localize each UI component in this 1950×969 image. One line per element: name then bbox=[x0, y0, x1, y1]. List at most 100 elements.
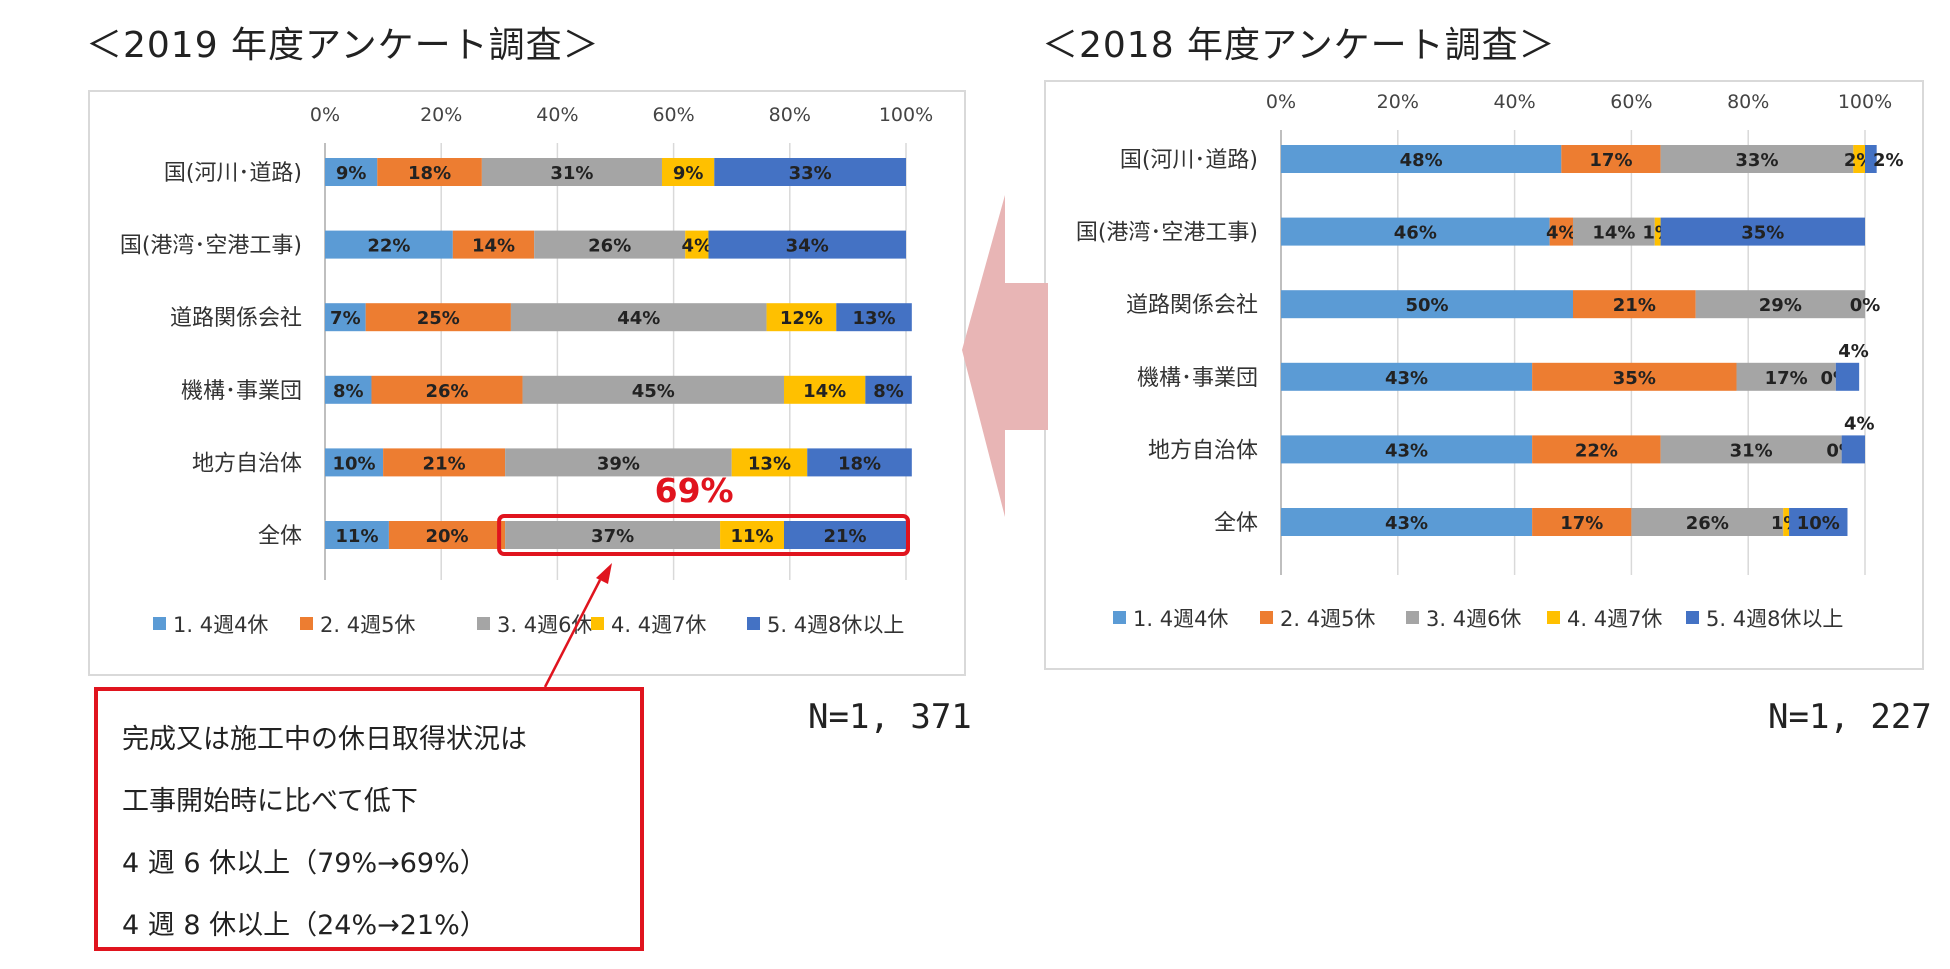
data-label: 45% bbox=[632, 381, 675, 402]
bar-segment bbox=[1281, 508, 1533, 536]
data-label: 4% bbox=[682, 236, 713, 257]
bar-segment bbox=[1532, 362, 1737, 391]
bar-segment bbox=[766, 303, 837, 332]
data-label: 50% bbox=[1405, 295, 1448, 316]
category-label: 機構･事業団 bbox=[1137, 366, 1258, 391]
bar-segment bbox=[1532, 508, 1632, 536]
category-label: 地方自治体 bbox=[192, 451, 302, 476]
data-label: 22% bbox=[1575, 440, 1618, 461]
data-label: 2% bbox=[1873, 150, 1904, 171]
bar-segment bbox=[1573, 290, 1696, 319]
x-tick-label: 60% bbox=[652, 104, 694, 126]
bar-segment bbox=[365, 303, 511, 332]
bar-segment bbox=[1660, 217, 1865, 246]
bar-segment bbox=[836, 303, 912, 332]
data-label: 18% bbox=[408, 163, 451, 184]
category-label: 全体 bbox=[258, 524, 302, 549]
bar-segment bbox=[377, 158, 482, 186]
data-label: 4% bbox=[1546, 223, 1577, 244]
bar-segment bbox=[1865, 145, 1877, 173]
data-label: 7% bbox=[330, 308, 361, 329]
data-label: 18% bbox=[838, 453, 881, 474]
data-label: 43% bbox=[1385, 440, 1428, 461]
note-line: 4 週 8 休以上（24%→21%） bbox=[122, 910, 487, 941]
legend-swatch bbox=[1406, 611, 1419, 624]
legend-label: 4. 4週7休 bbox=[1567, 607, 1662, 631]
data-label: 10% bbox=[1797, 513, 1840, 534]
legend-label: 3. 4週6休 bbox=[1426, 607, 1521, 631]
data-label: 4% bbox=[1844, 413, 1875, 434]
bar-segment bbox=[685, 230, 709, 259]
pointer-line bbox=[543, 579, 602, 688]
bar-segment bbox=[1853, 145, 1865, 173]
legend-label: 2. 4週5休 bbox=[1280, 607, 1375, 631]
legend-label: 2. 4週5休 bbox=[320, 613, 415, 637]
bar-segment bbox=[1573, 217, 1655, 246]
data-label: 26% bbox=[425, 381, 468, 402]
data-label: 35% bbox=[1741, 223, 1784, 244]
bar-segment bbox=[1561, 145, 1661, 173]
x-tick-label: 0% bbox=[310, 104, 340, 126]
x-tick-label: 100% bbox=[1838, 91, 1892, 113]
data-label: 26% bbox=[588, 236, 631, 257]
data-label: 9% bbox=[336, 163, 367, 184]
note-line: 工事開始時に比べて低下 bbox=[122, 786, 418, 817]
category-label: 国(河川･道路) bbox=[1120, 148, 1258, 173]
data-label: 21% bbox=[823, 526, 866, 547]
bar-segment bbox=[383, 448, 506, 477]
bar-segment bbox=[325, 375, 372, 404]
bar-segment bbox=[325, 448, 384, 477]
data-label: 0% bbox=[1850, 295, 1881, 316]
data-label: 26% bbox=[1686, 513, 1729, 534]
category-label: 国(港湾･空港工事) bbox=[1076, 221, 1258, 246]
data-label: 12% bbox=[780, 308, 823, 329]
x-tick-label: 80% bbox=[769, 104, 811, 126]
data-label: 35% bbox=[1613, 368, 1656, 389]
data-label: 4% bbox=[1838, 341, 1869, 362]
data-label: 44% bbox=[617, 308, 660, 329]
data-label: 13% bbox=[748, 453, 791, 474]
chart-title-2018: ＜2018 年度アンケート調査＞ bbox=[1042, 25, 1556, 66]
bar-segment bbox=[505, 448, 732, 477]
x-tick-label: 40% bbox=[1493, 91, 1535, 113]
legend-swatch bbox=[747, 617, 760, 630]
bar-segment bbox=[807, 448, 912, 477]
x-tick-label: 20% bbox=[1377, 91, 1419, 113]
category-label: 道路関係会社 bbox=[1126, 293, 1258, 318]
bar-segment bbox=[1281, 217, 1550, 246]
bar-segment bbox=[481, 158, 662, 186]
bar-segment bbox=[534, 230, 686, 259]
note-line: 4 週 6 休以上（79%→69%） bbox=[122, 848, 487, 879]
legend-swatch bbox=[1547, 611, 1560, 624]
data-label: 14% bbox=[472, 236, 515, 257]
bar-segment bbox=[1281, 145, 1562, 173]
x-tick-label: 20% bbox=[420, 104, 462, 126]
data-label: 48% bbox=[1400, 150, 1443, 171]
legend-swatch bbox=[1260, 611, 1273, 624]
category-label: 国(河川･道路) bbox=[164, 161, 302, 186]
data-label: 46% bbox=[1394, 223, 1437, 244]
bar-segment bbox=[1631, 508, 1784, 536]
chart-title-2019: ＜2019 年度アンケート調査＞ bbox=[86, 25, 600, 66]
data-label: 8% bbox=[873, 381, 904, 402]
bar-segment bbox=[1783, 508, 1790, 536]
data-label: 13% bbox=[852, 308, 895, 329]
bar-segment bbox=[325, 521, 389, 549]
data-label: 21% bbox=[423, 453, 466, 474]
data-label: 20% bbox=[425, 526, 468, 547]
bar-segment bbox=[1281, 290, 1573, 319]
bar-segment bbox=[783, 521, 906, 549]
data-label: 10% bbox=[333, 453, 376, 474]
legend-swatch bbox=[153, 617, 166, 630]
bar-segment bbox=[1841, 435, 1865, 464]
data-label: 17% bbox=[1560, 513, 1603, 534]
legend-swatch bbox=[1686, 611, 1699, 624]
x-tick-label: 0% bbox=[1266, 91, 1296, 113]
data-label: 8% bbox=[333, 381, 364, 402]
bar-segment bbox=[1695, 290, 1865, 319]
sample-size-2018: N=1, 227 bbox=[1768, 697, 1932, 737]
data-label: 39% bbox=[597, 453, 640, 474]
data-label: 11% bbox=[335, 526, 378, 547]
sample-size-2019: N=1, 371 bbox=[808, 697, 972, 737]
